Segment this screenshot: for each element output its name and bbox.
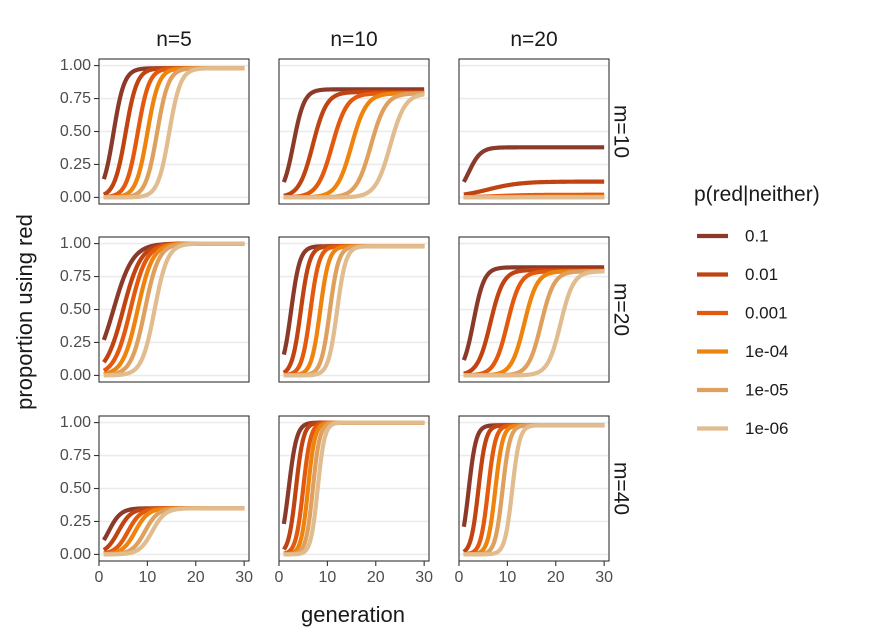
column-strip-label: n=5 <box>156 28 192 51</box>
legend-label: 1e-04 <box>745 342 788 361</box>
legend-title: p(red|neither) <box>694 183 820 206</box>
y-axis-title: proportion using red <box>12 214 37 410</box>
x-tick-label: 30 <box>235 569 253 586</box>
column-strip-label: n=10 <box>330 28 377 51</box>
panel-border <box>458 58 610 205</box>
x-axis-title: generation <box>301 602 405 627</box>
panel-border <box>458 236 610 383</box>
facet-panel: 0.00 0.25 0.50 0.75 1.00 <box>60 57 250 206</box>
series-line <box>281 87 426 183</box>
legend-item: 1e-05 <box>697 381 788 400</box>
x-tick-label: 10 <box>138 569 156 586</box>
legend-label: 0.01 <box>745 265 778 284</box>
x-tick-label: 20 <box>547 569 565 586</box>
panel-border <box>278 58 430 205</box>
legend-item: 1e-06 <box>697 419 788 438</box>
y-tick-label: 0.00 <box>60 546 91 563</box>
row-strip-label: m=20 <box>610 283 633 336</box>
legend-item: 0.001 <box>697 304 788 323</box>
x-tick-label: 0 <box>455 569 464 586</box>
series-line <box>282 244 426 378</box>
facet-panel <box>278 236 430 383</box>
legend-label: 1e-06 <box>745 419 788 438</box>
legend-label: 1e-05 <box>745 381 788 400</box>
series-line <box>101 66 246 180</box>
series-line <box>102 66 246 200</box>
y-tick-label: 1.00 <box>60 414 91 431</box>
legend-label: 0.001 <box>745 304 788 323</box>
y-tick-label: 0.25 <box>60 513 91 530</box>
x-tick-label: 10 <box>318 569 336 586</box>
y-tick-label: 0.25 <box>60 156 91 173</box>
facet-panel <box>458 58 610 205</box>
series-line <box>282 420 426 557</box>
x-tick-label: 20 <box>367 569 385 586</box>
series-line <box>102 506 246 557</box>
series-line <box>462 179 606 197</box>
y-tick-label: 1.00 <box>60 235 91 252</box>
x-tick-label: 0 <box>95 569 104 586</box>
series-line <box>462 269 606 378</box>
y-tick-label: 0.50 <box>60 301 91 318</box>
y-tick-label: 1.00 <box>60 57 91 74</box>
y-tick-label: 0.75 <box>60 447 91 464</box>
y-tick-label: 0.00 <box>60 367 91 384</box>
series-line <box>461 145 606 183</box>
series-line <box>282 92 426 200</box>
panels: 0.00 0.25 0.50 0.75 1.00 0.00 0.25 0.50 0.75 1.00… <box>60 57 613 586</box>
column-strip-label: n=20 <box>510 28 557 51</box>
x-tick-label: 20 <box>187 569 205 586</box>
facet-panel <box>278 58 430 205</box>
y-tick-label: 0.50 <box>60 123 91 140</box>
facet-panel: 0 10 20 30 <box>455 415 613 586</box>
facet-panel: 0.00 0.25 0.50 0.75 1.00 0 10 20 30 <box>60 414 253 586</box>
panel-border <box>278 415 430 562</box>
series-line <box>462 423 606 557</box>
legend: p(red|neither) 0.1 0.01 0.001 1e-04 1e-05 1e-… <box>694 183 820 438</box>
legend-item: 0.1 <box>697 227 769 246</box>
x-tick-label: 30 <box>595 569 613 586</box>
legend-item: 0.01 <box>697 265 778 284</box>
legend-label: 0.1 <box>745 227 769 246</box>
row-strip-label: m=40 <box>610 462 633 515</box>
series-line <box>462 269 606 378</box>
row-strip-label: m=10 <box>610 105 633 158</box>
panel-border <box>278 236 430 383</box>
series-line <box>102 241 246 364</box>
series-line <box>102 506 246 557</box>
x-tick-label: 0 <box>275 569 284 586</box>
legend-item: 1e-04 <box>697 342 788 361</box>
facet-panel: 0.00 0.25 0.50 0.75 1.00 <box>60 235 250 384</box>
y-tick-label: 0.25 <box>60 334 91 351</box>
y-tick-label: 0.00 <box>60 189 91 206</box>
series-line <box>282 244 426 378</box>
x-tick-label: 30 <box>415 569 433 586</box>
series-line <box>461 265 606 361</box>
panel-border <box>458 415 610 562</box>
y-tick-label: 0.75 <box>60 90 91 107</box>
y-tick-label: 0.75 <box>60 268 91 285</box>
x-tick-label: 10 <box>498 569 516 586</box>
series-line <box>102 241 246 378</box>
y-tick-label: 0.50 <box>60 480 91 497</box>
facet-panel <box>458 236 610 383</box>
facet-panel: 0 10 20 30 <box>275 415 433 586</box>
facet-strips: n=5 n=10 n=20 m=10 m=20 m=40 <box>156 28 632 515</box>
